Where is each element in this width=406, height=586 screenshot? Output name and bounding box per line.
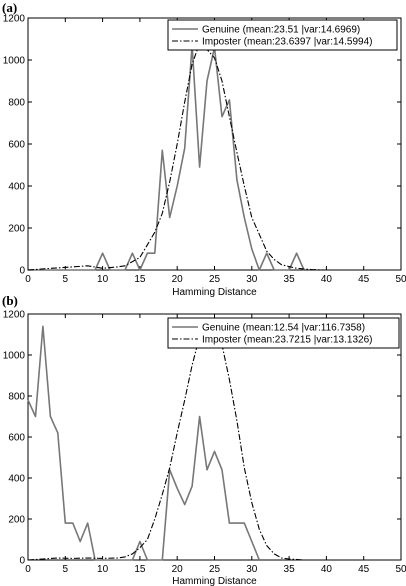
chartb-legend-entry: Imposter (mean:23.7215 |var:13.1326) — [202, 335, 372, 346]
charta-series-imposter-line — [27, 42, 327, 271]
chartb-xtick-label: 25 — [209, 564, 221, 575]
charta-xlabel: Hamming Distance — [172, 287, 257, 298]
charta-xtick-label: 35 — [284, 274, 296, 285]
charta-legend-box — [167, 19, 398, 51]
chartb-xtick-label: 15 — [134, 564, 146, 575]
chartb-ytick-label: 600 — [8, 433, 25, 444]
charta-legend-entry: Genuine (mean:23.51 |var:14.6969) — [202, 25, 360, 36]
charta-series-genuine-line — [28, 44, 305, 271]
charta-axes-box — [27, 17, 402, 271]
charta-xtick-label: 45 — [358, 274, 370, 285]
charta-xtick-label: 5 — [63, 274, 69, 285]
chartb-axes-box — [27, 313, 402, 561]
chartb-legend-box — [167, 317, 400, 349]
charta-xtick-label: 0 — [25, 274, 31, 285]
chartb-xtick-label: 50 — [395, 564, 406, 575]
chartb-xtick-label: 0 — [25, 564, 31, 575]
chartb-xtick-label: 45 — [358, 564, 370, 575]
charta-xtick-label: 20 — [172, 274, 184, 285]
chartb-ytick-label: 1200 — [3, 310, 26, 321]
charta-ytick-label: 800 — [8, 98, 25, 109]
chartb-legend-entry: Genuine (mean:12.54 |var:116.7358) — [202, 323, 365, 334]
charta-xtick-label: 40 — [321, 274, 333, 285]
charta-xtick-label: 10 — [97, 274, 109, 285]
chartb-xlabel: Hamming Distance — [172, 576, 257, 586]
charta-legend-entry: Imposter (mean:23.6397 |var:14.5994) — [202, 37, 372, 48]
panel-b-label: (b) — [2, 293, 18, 308]
chartb-xtick-label: 35 — [284, 564, 296, 575]
chartb-xtick-label: 5 — [63, 564, 69, 575]
chartb-ytick-label: 400 — [8, 474, 25, 485]
charta-xtick-label: 30 — [246, 274, 258, 285]
chartb-xtick-label: 30 — [246, 564, 258, 575]
charta-xtick-label: 25 — [209, 274, 221, 285]
panel-a-label: (a) — [2, 0, 18, 15]
charta-ytick-label: 1200 — [3, 14, 26, 25]
chartb-xtick-label: 40 — [321, 564, 333, 575]
charta-ytick-label: 200 — [8, 224, 25, 235]
charta-ytick-label: 0 — [19, 266, 25, 277]
chartb-series-imposter-line — [27, 329, 327, 561]
chartb-xtick-label: 20 — [172, 564, 184, 575]
chartb-ytick-label: 200 — [8, 515, 25, 526]
charta-xtick-label: 50 — [395, 274, 406, 285]
chartb-xtick-label: 10 — [97, 564, 109, 575]
charta-ytick-label: 400 — [8, 182, 25, 193]
chartb-ytick-label: 1000 — [3, 351, 26, 362]
chartb-ytick-label: 800 — [8, 392, 25, 403]
chartb-series-genuine-line — [27, 325, 261, 561]
charta-xtick-label: 15 — [134, 274, 146, 285]
charta-ytick-label: 1000 — [3, 56, 26, 67]
charta-ytick-label: 600 — [8, 140, 25, 151]
chartb-ytick-label: 0 — [19, 556, 25, 567]
